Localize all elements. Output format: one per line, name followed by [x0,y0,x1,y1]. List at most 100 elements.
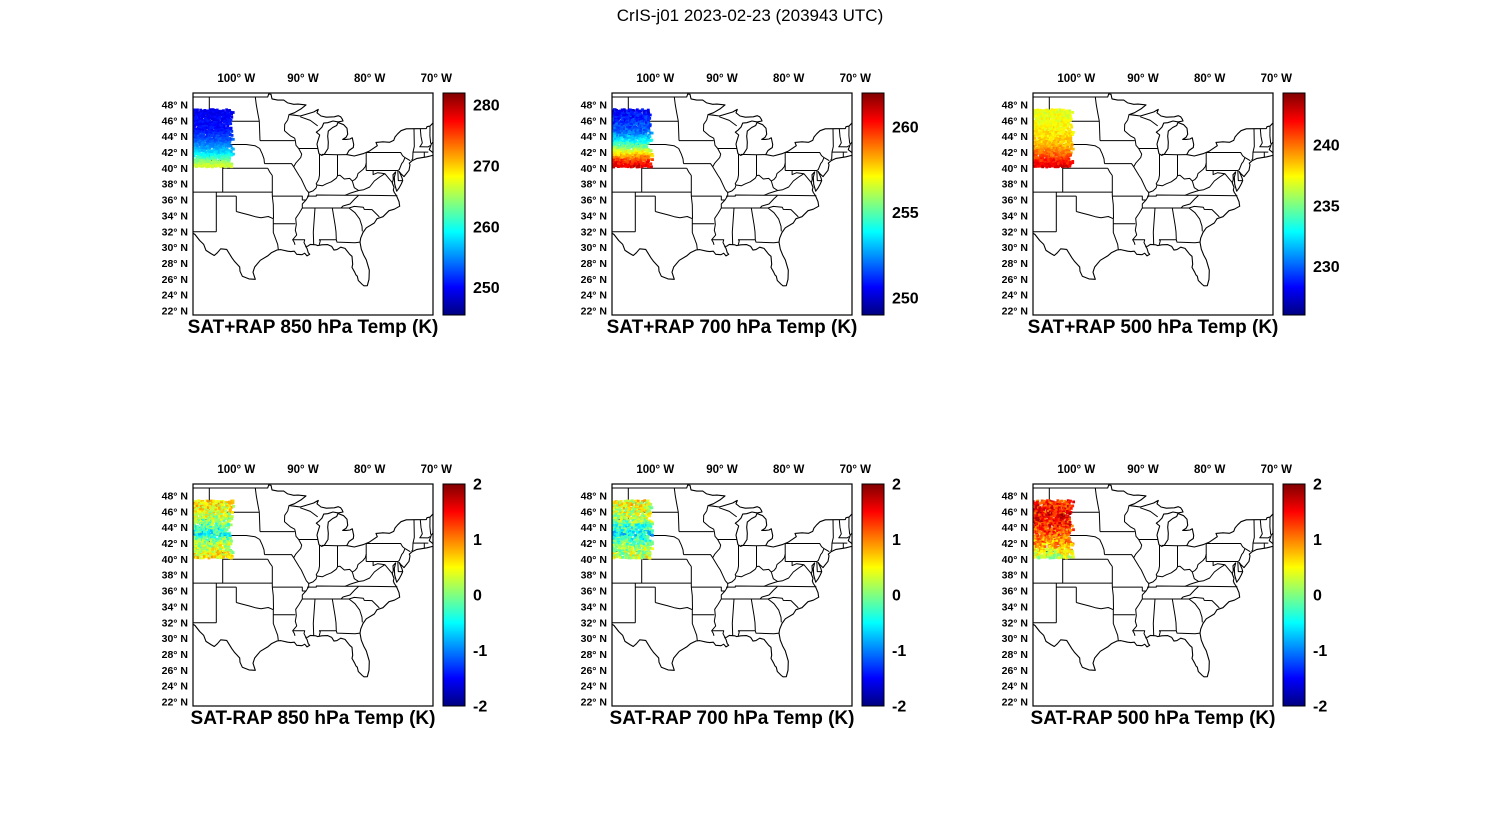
lat-tick-label: 22° N [581,697,607,709]
state-border [1158,239,1161,245]
lon-tick-label: 80° W [1194,464,1226,476]
state-border [683,163,714,167]
state-border [1112,195,1146,201]
state-border [1212,170,1233,183]
state-border [315,154,320,186]
state-border [790,152,825,171]
lat-tick-label: 46° N [581,115,607,127]
lat-tick-label: 42° N [581,147,607,159]
state-border [419,536,431,539]
map-geography [612,484,852,678]
map-frame [192,483,434,707]
lat-tick-label: 24° N [162,681,188,693]
state-border [1188,596,1220,609]
state-border [691,218,698,250]
lat-tick-label: 34° N [581,601,607,613]
state-border [372,561,393,574]
us-coastline [1033,93,1273,287]
state-border [1152,207,1156,245]
map-geography [193,93,433,287]
state-border [1148,163,1207,193]
colorbar-tick-label: 260 [473,219,500,236]
data-swath [1033,499,1075,560]
lat-tick-label: 40° N [162,163,188,175]
lat-tick-label: 30° N [1002,633,1028,645]
panel-sat-minus-rap-700: 100° W 90° W 80° W 70° W 48° N 46° N 44° N 42° … [560,450,934,750]
colorbar-gradient [1282,483,1306,707]
state-border [419,519,423,538]
state-border [1127,114,1130,121]
state-border [1181,207,1203,232]
us-coastline [193,93,433,287]
lon-tick-label: 80° W [773,73,805,85]
state-border [719,507,737,518]
lon-tick-label: 70° W [840,73,872,85]
lat-tick-label: 28° N [581,649,607,661]
map-plot-diff-500: 100° W 90° W 80° W 70° W 48° N 46° N 44° N 42° … [1002,464,1328,712]
state-border [690,196,693,219]
state-border [348,205,380,218]
state-border [351,564,386,582]
lon-tick-label: 80° W [354,464,386,476]
lat-tick-label: 40° N [1002,163,1028,175]
state-border [272,218,279,250]
state-border [655,602,693,611]
state-border [284,119,310,245]
colorbar-tick-label: 270 [473,159,500,176]
lat-tick-label: 42° N [1002,147,1028,159]
map-frame [1032,92,1274,316]
colorbar-tick-label: 2 [1313,477,1322,494]
colorbar-tick-label: 250 [473,280,500,297]
state-border [737,630,740,636]
state-border [372,170,393,183]
state-border [678,148,684,164]
state-border [1237,561,1243,573]
lon-tick-label: 90° W [287,464,319,476]
lat-tick-label: 24° N [581,290,607,302]
state-border [1107,559,1113,567]
lon-tick-label: 90° W [706,73,738,85]
state-border [348,596,380,609]
colorbar-gradient [861,92,885,316]
panel-title: SAT-RAP 850 hPa Temp (K) [190,708,436,729]
state-border [1112,609,1119,641]
state-border [371,152,406,171]
state-border [719,116,737,127]
state-border [677,512,680,532]
lat-tick-label: 48° N [1002,490,1028,502]
colorbar-tick-label: -1 [473,643,487,660]
state-border [763,190,778,196]
state-border [264,554,295,558]
lat-tick-label: 26° N [162,665,188,677]
state-border [711,630,726,638]
state-border [770,564,805,582]
lat-tick-label: 38° N [1002,179,1028,191]
state-border [1148,554,1207,584]
state-border [1244,548,1251,553]
state-border [271,196,274,219]
state-border [791,561,812,574]
state-border [838,128,842,147]
state-border [287,114,290,121]
panel-title: SAT-RAP 500 hPa Temp (K) [1030,708,1276,729]
lat-tick-label: 42° N [162,538,188,550]
state-border [731,207,735,245]
lon-tick-label: 80° W [354,73,386,85]
axis-labels: 100° W 90° W 80° W 70° W 48° N 46° N 44° N 42° … [581,464,872,709]
state-border [312,598,316,636]
state-border [759,194,779,209]
state-border [1107,168,1113,176]
state-border [307,585,359,588]
state-border [300,116,318,127]
colorbar-tick-label: -1 [1313,643,1327,660]
lat-tick-label: 28° N [162,258,188,270]
lat-tick-label: 30° N [581,242,607,254]
map-plot-850: 100° W 90° W 80° W 70° W 48° N 46° N 44° N 42° … [162,73,500,318]
lon-tick-label: 70° W [421,464,453,476]
lat-tick-label: 46° N [1002,115,1028,127]
lat-tick-label: 30° N [1002,242,1028,254]
lat-tick-label: 32° N [581,617,607,629]
lat-tick-label: 46° N [162,115,188,127]
lat-tick-label: 24° N [1002,681,1028,693]
state-border [683,554,714,558]
